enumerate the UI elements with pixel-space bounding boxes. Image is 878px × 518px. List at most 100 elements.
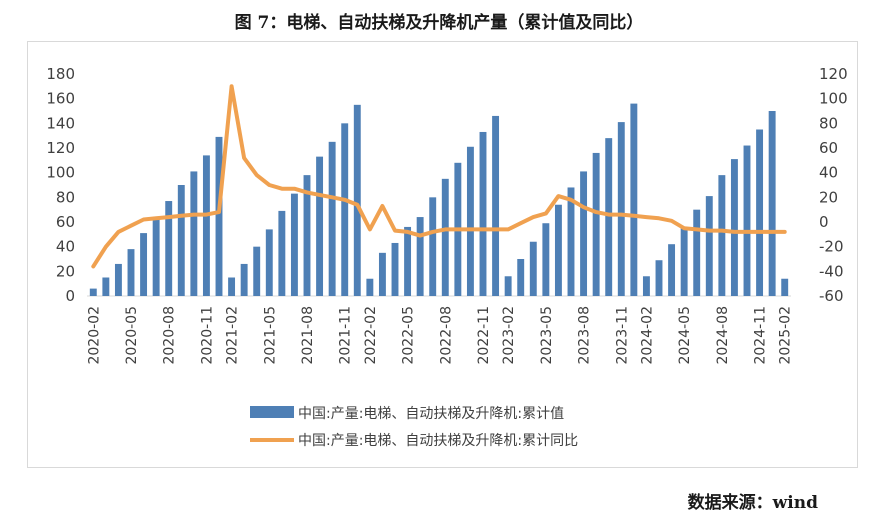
bar (605, 138, 613, 296)
x-tick-label: 2020-05 (124, 306, 140, 365)
y-right-tick-label: -60 (819, 287, 844, 305)
bar (756, 129, 764, 296)
x-tick-label: 2020-02 (86, 306, 102, 365)
bar (743, 145, 751, 296)
x-tick-label: 2021-08 (300, 306, 316, 365)
x-tick-label: 2020-08 (162, 306, 178, 365)
x-tick-label: 2022-05 (401, 306, 417, 365)
bar (152, 218, 160, 296)
bar (278, 210, 286, 296)
bar (114, 263, 122, 296)
bar (441, 178, 449, 296)
x-tick-label: 2022-08 (438, 306, 454, 365)
bar (730, 159, 738, 296)
bar (416, 217, 424, 296)
legend-line-label: 中国:产量:电梯、自动扶梯及升降机:累计同比 (298, 433, 578, 449)
y-left-tick-label: 120 (46, 139, 75, 157)
chart-svg: 0 20 40 60 80 100 120 140 160 180 -60 -40 -20 0 20 40 60… (46, 65, 848, 449)
bar (378, 252, 386, 296)
bar (567, 187, 575, 296)
y-right-tick-label: -40 (819, 262, 844, 280)
x-tick-label: 2021-11 (338, 306, 354, 365)
x-tick-label: 2021-05 (262, 306, 278, 365)
bar (316, 156, 324, 296)
y-left-tick-label: 60 (56, 213, 75, 231)
legend: 中国:产量:电梯、自动扶梯及升降机:累计值 中国:产量:电梯、自动扶梯及升降机:… (250, 406, 578, 449)
bar (165, 201, 173, 296)
bar (492, 115, 500, 296)
bar (580, 171, 588, 296)
x-tick-label: 2024-08 (715, 306, 731, 365)
x-tick-label: 2024-02 (639, 306, 655, 365)
bar (404, 226, 412, 296)
bar (253, 246, 261, 296)
y-right-tick-label: -20 (819, 238, 844, 256)
bar (680, 228, 688, 296)
bar (617, 122, 625, 296)
bar (328, 141, 336, 296)
bar (554, 204, 562, 296)
bar (102, 277, 110, 296)
bar (668, 244, 676, 296)
bar (693, 209, 701, 296)
bar (781, 278, 789, 296)
bar (592, 152, 600, 296)
x-tick-label: 2024-11 (753, 306, 769, 365)
bar (127, 249, 135, 296)
x-tick-label: 2021-02 (225, 306, 241, 365)
chart-title: 图 7：电梯、自动扶梯及升降机产量（累计值及同比） (234, 13, 644, 33)
y-left-tick-label: 180 (46, 65, 75, 83)
bar (202, 155, 210, 296)
bar (630, 103, 638, 296)
bar (228, 277, 236, 296)
x-tick-label: 2025-02 (778, 306, 794, 365)
bar (705, 196, 713, 296)
y-left-tick-label: 140 (46, 114, 75, 132)
bar (240, 263, 248, 296)
bar (366, 278, 374, 296)
bar (718, 175, 726, 296)
y-right-tick-label: 80 (819, 114, 838, 132)
x-tick-label: 2023-02 (501, 306, 517, 365)
bar-series (89, 103, 789, 296)
line-series (91, 84, 787, 269)
bar (479, 131, 487, 296)
bar (290, 193, 298, 296)
x-tick-label: 2020-11 (199, 306, 215, 365)
bar (353, 104, 361, 296)
bar (768, 111, 776, 296)
bar (429, 197, 437, 296)
y-right-tick-label: 20 (819, 188, 838, 206)
y-left-tick-label: 40 (56, 238, 75, 256)
y-right-tick-label: 60 (819, 139, 838, 157)
y-left-tick-label: 160 (46, 90, 75, 108)
y-left-tick-label: 20 (56, 262, 75, 280)
bar (190, 171, 198, 296)
bar (89, 288, 97, 296)
y-left-tick-label: 100 (46, 164, 75, 182)
bar (542, 223, 550, 296)
chart-frame: 0 20 40 60 80 100 120 140 160 180 -60 -40 -20 0 20 40 60… (27, 41, 858, 468)
bar (642, 276, 650, 296)
bar (391, 242, 399, 296)
bar (177, 185, 185, 296)
y-right-tick-label: 40 (819, 164, 838, 182)
bar (140, 233, 148, 296)
source-note: 数据来源：wind (687, 493, 818, 513)
x-tick-label: 2024-05 (677, 306, 693, 365)
y-right-tick-label: 0 (819, 213, 829, 231)
x-tick-label: 2022-11 (476, 306, 492, 365)
y-right-tick-label: 120 (819, 65, 848, 83)
legend-bar-swatch (250, 406, 294, 418)
y-right-tick-label: 100 (819, 90, 848, 108)
bar (265, 229, 273, 296)
y-left-tick-label: 0 (65, 287, 75, 305)
bar (655, 260, 663, 296)
bar (529, 241, 537, 296)
bar (215, 136, 223, 296)
bar (517, 259, 525, 296)
legend-bar-label: 中国:产量:电梯、自动扶梯及升降机:累计值 (298, 406, 564, 422)
bar (303, 175, 311, 296)
x-tick-label: 2023-08 (577, 306, 593, 365)
x-tick-label: 2023-11 (614, 306, 630, 365)
